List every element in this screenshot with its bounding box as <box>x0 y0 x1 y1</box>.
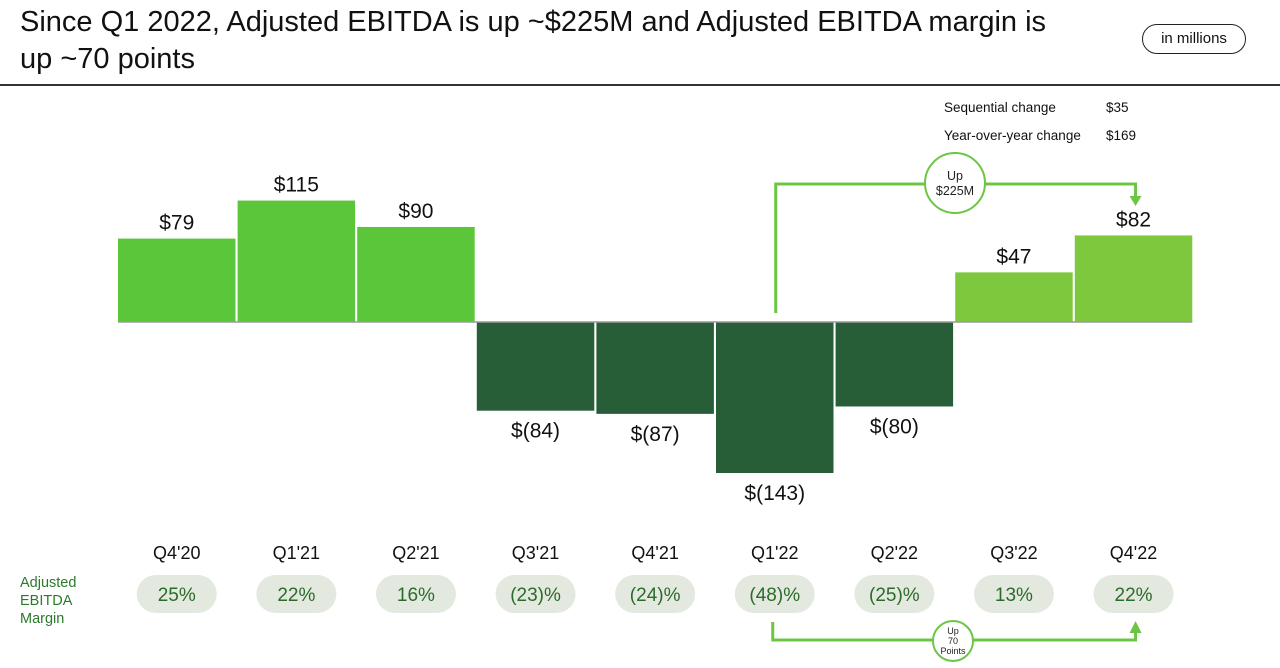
category-label: Q4'21 <box>631 543 678 563</box>
bar-Q2'22 <box>835 322 954 407</box>
units-badge: in millions <box>1142 24 1246 54</box>
bar-Q4'20 <box>118 238 236 322</box>
margin-value: (24)% <box>630 585 681 606</box>
summary-value: $169 <box>1106 128 1137 143</box>
summary-value: $35 <box>1106 100 1129 115</box>
margin-pill <box>854 575 935 613</box>
bar-value-label: $90 <box>398 200 433 223</box>
ebitda-growth-badge <box>924 152 986 214</box>
ebitda-arrowhead <box>1129 196 1142 206</box>
bar-Q1'22 <box>716 322 834 473</box>
margin-pill <box>375 575 456 613</box>
category-label: Q2'21 <box>392 543 439 563</box>
margin-value: 13% <box>995 585 1033 606</box>
category-label: Q3'21 <box>512 543 559 563</box>
margin-pill <box>256 575 337 613</box>
margin-pill <box>136 575 217 613</box>
margin-value: 16% <box>397 585 435 606</box>
bar-Q4'21 <box>596 322 714 414</box>
margin-growth-badge-text: 70 <box>948 636 958 646</box>
bar-value-label: $(84) <box>511 420 560 443</box>
margin-growth-badge-text: Points <box>940 646 966 656</box>
bar-Q3'22 <box>955 272 1073 322</box>
margin-value: 22% <box>1115 585 1153 606</box>
ebitda-growth-badge-text: $225M <box>936 184 974 198</box>
bar-value-label: $(80) <box>870 415 919 438</box>
margin-value: 22% <box>277 585 315 606</box>
margin-growth-badge <box>932 620 974 662</box>
category-label: Q1'22 <box>751 543 798 563</box>
margin-pill <box>495 575 576 613</box>
margin-value: 25% <box>158 585 196 606</box>
page-title: Since Q1 2022, Adjusted EBITDA is up ~$2… <box>20 6 1047 75</box>
summary-label: Year-over-year change <box>944 128 1081 143</box>
ebitda-growth-badge-text: Up <box>947 169 963 183</box>
bar-value-label: $115 <box>274 174 319 197</box>
margin-arrowhead <box>1129 621 1142 633</box>
summary-label: Sequential change <box>944 100 1056 115</box>
bar-Q1'21 <box>237 200 356 322</box>
bar-value-label: $(87) <box>631 423 680 446</box>
margin-pill <box>615 575 696 613</box>
margin-pill <box>734 575 815 613</box>
category-label: Q3'22 <box>990 543 1037 563</box>
bar-value-label: $47 <box>996 245 1031 268</box>
margin-pill <box>1093 575 1174 613</box>
margin-value: (25)% <box>869 585 920 606</box>
bar-Q4'22 <box>1074 235 1193 322</box>
bar-Q2'21 <box>357 226 475 322</box>
category-label: Q1'21 <box>273 543 320 563</box>
bar-value-label: $82 <box>1116 208 1151 231</box>
category-label: Q4'22 <box>1110 543 1157 563</box>
margin-pill <box>973 575 1054 613</box>
margin-value: (48)% <box>749 585 800 606</box>
margin-growth-badge-text: Up <box>947 626 959 636</box>
bar-value-label: $79 <box>159 212 194 235</box>
bar-value-label: $(143) <box>744 482 805 505</box>
title-divider <box>0 84 1280 86</box>
margin-row-label: Adjusted EBITDA Margin <box>20 575 77 627</box>
category-label: Q4'20 <box>153 543 200 563</box>
bar-Q3'21 <box>476 322 595 411</box>
margin-value: (23)% <box>510 585 561 606</box>
category-label: Q2'22 <box>871 543 918 563</box>
